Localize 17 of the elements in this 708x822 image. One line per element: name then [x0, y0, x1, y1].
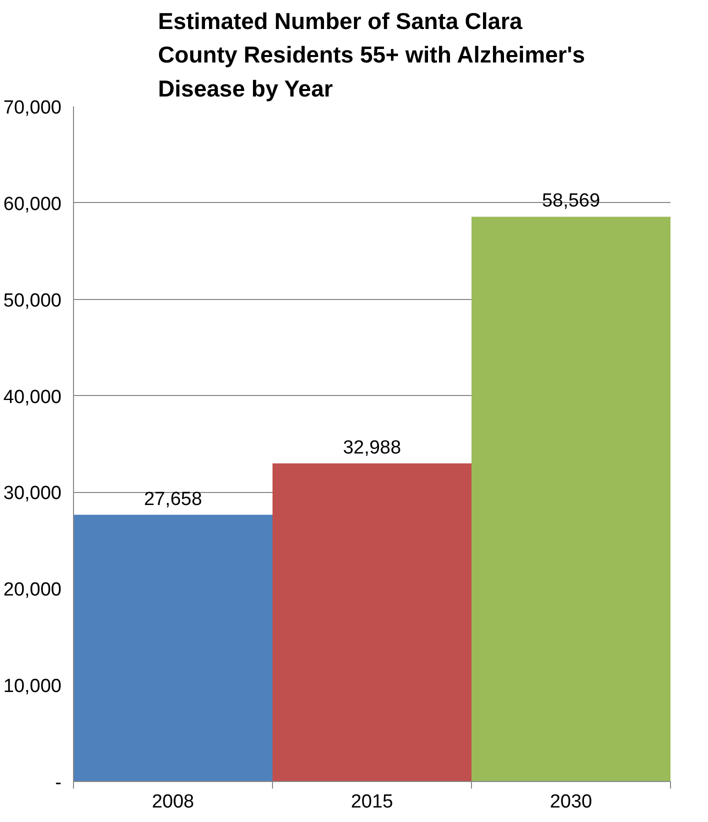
data-label: 58,569 — [542, 190, 600, 212]
y-tick-label: 60,000 — [3, 194, 62, 215]
y-tick-label: 20,000 — [3, 580, 62, 601]
y-tick-label: 30,000 — [3, 483, 62, 504]
y-tick-label: 40,000 — [3, 386, 62, 408]
bar — [272, 463, 472, 782]
x-tick-label: 2030 — [550, 792, 592, 812]
x-tick-label: 2008 — [152, 792, 194, 812]
x-tick-label: 2015 — [350, 792, 394, 812]
bar — [74, 514, 272, 782]
y-tick-label: - — [55, 772, 62, 794]
y-tick-label: 10,000 — [3, 676, 62, 698]
y-tick-label: 70,000 — [3, 98, 62, 118]
data-label: 32,988 — [342, 437, 402, 458]
data-label: 27,658 — [144, 488, 202, 510]
y-tick-label: 50,000 — [3, 290, 62, 312]
chart-title: Estimated Number of Santa Clara County Residents 55+ with Alzheimer's Disease by Year — [158, 8, 586, 102]
